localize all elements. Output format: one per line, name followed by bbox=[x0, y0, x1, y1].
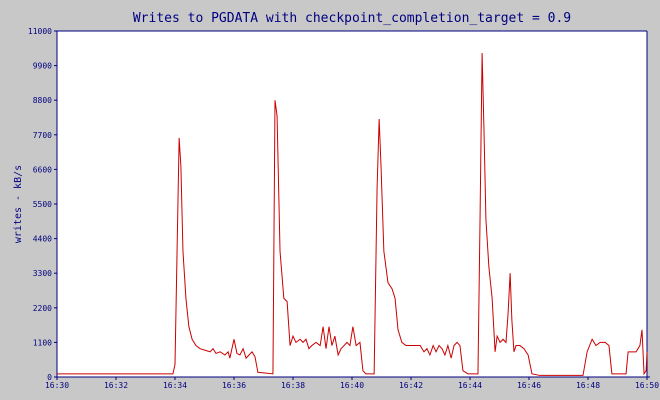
x-tick-label: 16:34 bbox=[163, 381, 187, 390]
x-tick-label: 16:50 bbox=[635, 381, 659, 390]
x-tick-label: 16:30 bbox=[45, 381, 69, 390]
y-axis-label: writes - kB/s bbox=[13, 165, 24, 243]
y-tick-label: 7700 bbox=[33, 131, 52, 140]
y-tick-label: 5500 bbox=[33, 200, 52, 209]
chart-title: Writes to PGDATA with checkpoint_complet… bbox=[133, 11, 571, 26]
x-tick-label: 16:44 bbox=[458, 381, 482, 390]
y-tick-label: 1100 bbox=[33, 338, 52, 347]
x-tick-label: 16:32 bbox=[104, 381, 128, 390]
y-tick-label: 6600 bbox=[33, 165, 52, 174]
y-tick-label: 9900 bbox=[33, 62, 52, 71]
x-tick-label: 16:48 bbox=[576, 381, 600, 390]
plot-area bbox=[57, 31, 647, 377]
marks: 0 1100 2200 3300 4400 5500 6600 7700 8800 9900 110… bbox=[28, 27, 659, 390]
x-tick-label: 16:36 bbox=[222, 381, 246, 390]
y-tick-label: 8800 bbox=[33, 96, 52, 105]
x-tick-label: 16:46 bbox=[517, 381, 541, 390]
x-tick-label: 16:42 bbox=[399, 381, 423, 390]
y-tick-label: 11000 bbox=[28, 27, 52, 36]
y-tick-label: 2200 bbox=[33, 304, 52, 313]
x-tick-label: 16:38 bbox=[281, 381, 305, 390]
y-tick-label: 0 bbox=[47, 373, 52, 382]
y-tick-label: 3300 bbox=[33, 269, 52, 278]
y-tick-label: 4400 bbox=[33, 235, 52, 244]
series-line bbox=[57, 53, 648, 376]
x-tick-label: 16:40 bbox=[340, 381, 364, 390]
